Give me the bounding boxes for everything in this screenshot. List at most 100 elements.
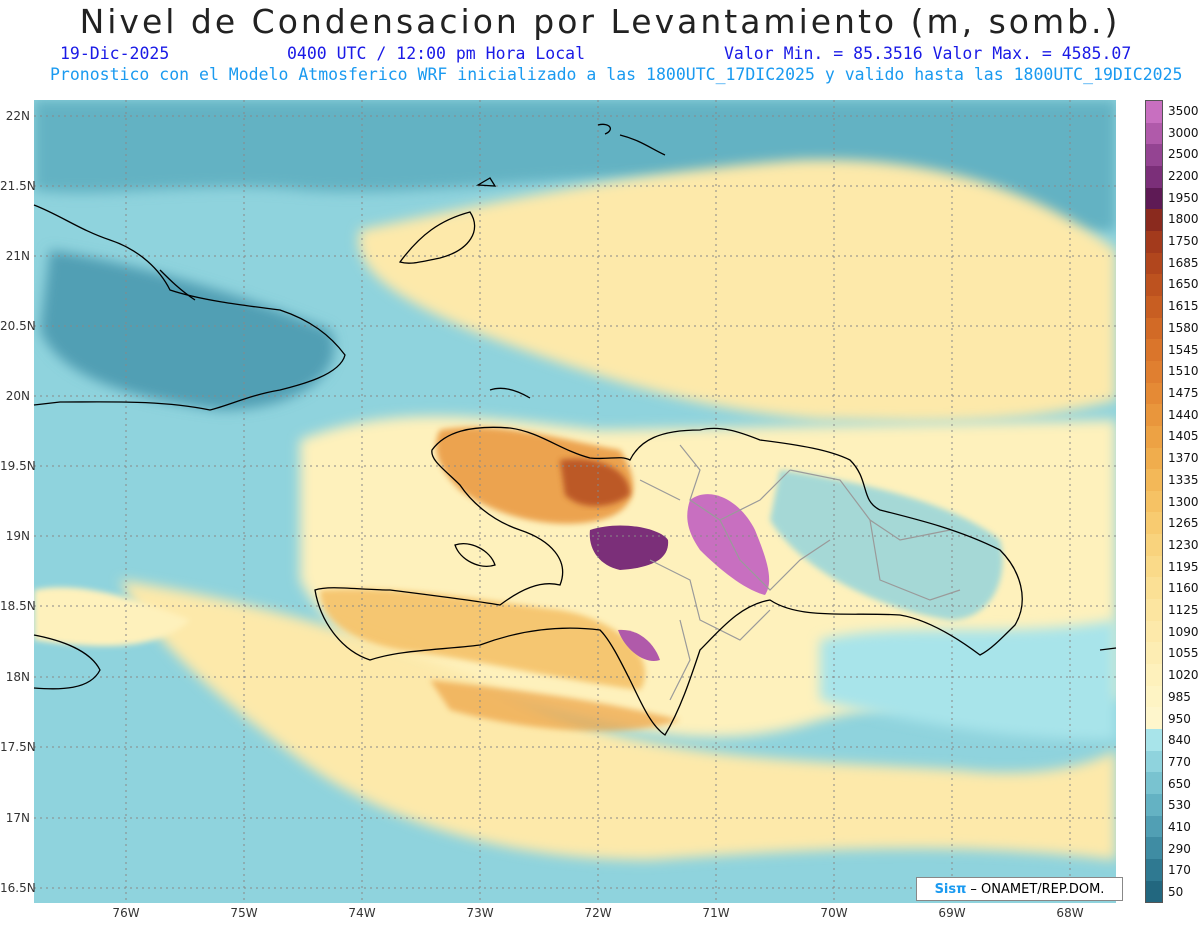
colorbar-label: 3000	[1168, 125, 1199, 140]
lon-label-68w: 68W	[1056, 906, 1084, 920]
lon-label-71w: 71W	[702, 906, 730, 920]
colorbar-label: 1370	[1168, 451, 1199, 466]
credit-box: Sisπ – ONAMET/REP.DOM.	[916, 877, 1123, 901]
colorbar-label: 650	[1168, 776, 1191, 791]
colorbar-cell	[1146, 750, 1162, 773]
lon-label-76w: 76W	[112, 906, 140, 920]
lat-label-19-5n: 19.5N	[0, 459, 36, 473]
colorbar-cell	[1146, 642, 1162, 665]
field-cuba-dark	[40, 250, 335, 410]
colorbar-label: 1580	[1168, 320, 1199, 335]
lat-label-22n: 22N	[5, 109, 30, 123]
colorbar-label: 1685	[1168, 255, 1199, 270]
colorbar-label: 1405	[1168, 429, 1199, 444]
colorbar-label: 985	[1168, 689, 1191, 704]
field-orange-south-coast	[430, 680, 680, 731]
colorbar-cell	[1146, 360, 1162, 383]
colorbar-cell	[1146, 447, 1162, 470]
field-yellow-sw	[34, 587, 190, 646]
colorbar-label: 1615	[1168, 299, 1199, 314]
lat-label-17-5n: 17.5N	[0, 740, 36, 754]
min-max-values: Valor Min. = 85.3516 Valor Max. = 4585.0…	[724, 44, 1132, 63]
field-yellow-south	[120, 580, 1116, 860]
colorbar-label: 50	[1168, 885, 1184, 900]
colorbar-label: 950	[1168, 711, 1191, 726]
field-cyan-se	[820, 620, 1116, 740]
coastlines	[33, 123, 1117, 736]
colorbar-label: 1440	[1168, 407, 1199, 422]
graticule	[34, 100, 1116, 903]
field-purple-south	[618, 629, 660, 661]
colorbar-label: 1160	[1168, 581, 1199, 596]
colorbar-label: 2200	[1168, 168, 1199, 183]
lat-label-18n: 18N	[5, 670, 30, 684]
colorbar-cell	[1146, 209, 1162, 231]
colorbar-cell	[1146, 555, 1162, 578]
lon-label-70w: 70W	[820, 906, 848, 920]
colorbar-cell	[1146, 729, 1162, 751]
lat-label-16-5n: 16.5N	[0, 881, 36, 895]
lat-label-20n: 20N	[5, 389, 30, 403]
colorbar-label: 1300	[1168, 494, 1199, 509]
colorbar-cell	[1146, 664, 1162, 686]
lat-label-21-5n: 21.5N	[0, 179, 36, 193]
colorbar-label: 2500	[1168, 147, 1199, 162]
colorbar-label: 1090	[1168, 624, 1199, 639]
colorbar-label: 3500	[1168, 103, 1199, 118]
colorbar-label: 1950	[1168, 190, 1199, 205]
lat-label-19n: 19N	[5, 529, 30, 543]
lon-label-75w: 75W	[230, 906, 258, 920]
colorbar-cell	[1146, 599, 1162, 621]
colorbar-cell	[1146, 230, 1162, 253]
colorbar-cell	[1146, 252, 1162, 275]
colorbar-cell	[1146, 187, 1162, 210]
colorbar-cell	[1146, 534, 1162, 556]
colorbar-cell	[1146, 815, 1162, 838]
colorbar-label: 1750	[1168, 234, 1199, 249]
colorbar-label: 770	[1168, 754, 1191, 769]
colorbar-cell	[1146, 425, 1162, 448]
colorbar-label: 1195	[1168, 559, 1199, 574]
field-darkorange-haiti	[560, 459, 630, 507]
colorbar-label: 1125	[1168, 603, 1199, 617]
colorbar-cell	[1146, 382, 1162, 405]
forecast-note: Pronostico con el Modelo Atmosferico WRF…	[50, 65, 1183, 84]
colorbar-cell	[1146, 858, 1162, 881]
colorbar-label: 1265	[1168, 516, 1199, 531]
colorbar-cell	[1146, 122, 1162, 145]
colorbar-cell	[1146, 685, 1162, 708]
page-title: Nivel de Condensacion por Levantamiento …	[79, 2, 1121, 41]
colorbar-label: 410	[1168, 820, 1191, 835]
field-purple-central	[589, 525, 669, 570]
colorbar-label: 1335	[1168, 472, 1199, 487]
colorbar-label: 840	[1168, 733, 1191, 748]
lon-label-72w: 72W	[584, 906, 612, 920]
colorbar-cell	[1146, 469, 1162, 491]
colorbar-cell	[1146, 274, 1162, 296]
colorbar-cell	[1146, 512, 1162, 535]
colorbar-cell	[1146, 165, 1162, 188]
credit-text: – ONAMET/REP.DOM.	[970, 881, 1105, 897]
lat-label-21n: 21N	[5, 249, 30, 263]
lon-label-74w: 74W	[348, 906, 376, 920]
province-boundaries	[639, 444, 961, 701]
colorbar-label: 1020	[1168, 668, 1199, 683]
lat-label-20-5n: 20.5N	[0, 319, 36, 333]
colorbar-cell	[1146, 837, 1162, 859]
lon-label-69w: 69W	[938, 906, 966, 920]
colorbar-cell	[1146, 339, 1162, 361]
colorbar-label: 1475	[1168, 385, 1199, 400]
forecast-date: 19-Dic-2025	[60, 44, 170, 63]
lon-label-73w: 73W	[466, 906, 494, 920]
colorbar-cell	[1146, 490, 1162, 513]
colorbar-cell	[1146, 620, 1162, 643]
field-orange-haiti-south	[320, 589, 646, 690]
colorbar-cell	[1146, 707, 1162, 730]
colorbar-cell	[1146, 404, 1162, 426]
colorbar	[1145, 100, 1163, 903]
field-yellow-north	[358, 159, 1116, 422]
colorbar-cell	[1146, 317, 1162, 340]
colorbar-cell	[1146, 577, 1162, 600]
colorbar-label: 1545	[1168, 342, 1199, 357]
